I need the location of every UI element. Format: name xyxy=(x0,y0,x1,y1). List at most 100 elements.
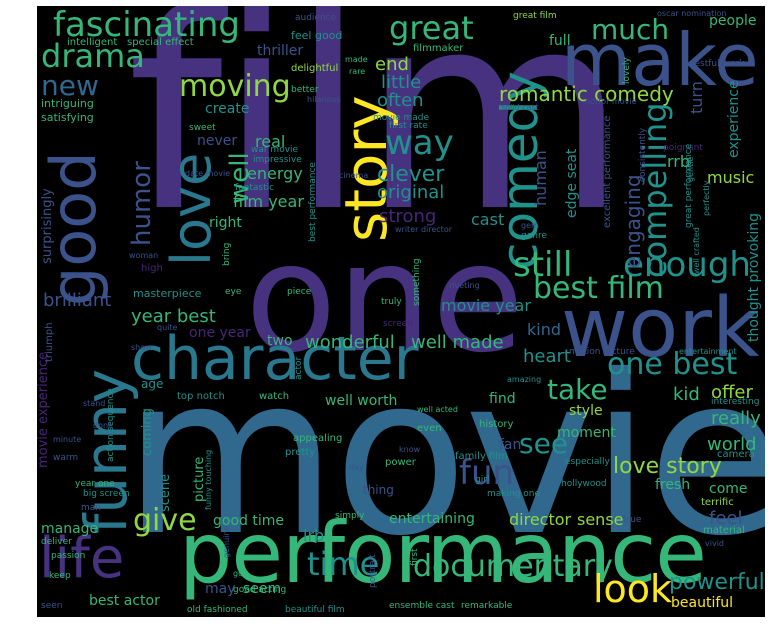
word-minute: minute xyxy=(53,435,82,444)
word-year-best: year best xyxy=(131,306,216,327)
word-perfectly: perfectly xyxy=(702,180,711,216)
word-high: high xyxy=(141,263,163,274)
word-entertainment: entertainment xyxy=(679,347,737,356)
word-seen: seen xyxy=(41,601,63,611)
word-better: better xyxy=(291,85,319,95)
word-little: little xyxy=(381,72,422,93)
word-special-effect: special effect xyxy=(127,37,194,48)
word-really: really xyxy=(711,408,761,429)
word-writer-director: writer director xyxy=(395,225,452,234)
word-first: first xyxy=(410,548,420,566)
word-best-actor: best actor xyxy=(89,593,160,609)
word-thriller: thriller xyxy=(257,43,304,59)
word-way: way xyxy=(385,123,454,163)
word-find: find xyxy=(489,391,516,407)
word-end: end xyxy=(375,54,409,75)
word-material: material xyxy=(703,525,745,536)
word-still: still xyxy=(513,245,573,285)
word-see: see xyxy=(519,427,569,460)
word-made: made xyxy=(345,55,368,64)
word-great: great xyxy=(389,9,474,47)
word-work: work xyxy=(561,281,760,376)
word-big-screen: big screen xyxy=(83,489,130,499)
word-lovely: lovely xyxy=(622,57,632,84)
word-performance: performance xyxy=(179,504,707,602)
word-done: done xyxy=(93,421,113,430)
word-genuine: genuine xyxy=(222,525,231,558)
word-movie-year: movie year xyxy=(441,296,531,315)
word-give: give xyxy=(133,503,197,538)
word-powerful: powerful xyxy=(669,570,765,595)
word-film-year: film year xyxy=(233,192,304,211)
word-gentle: gentle xyxy=(686,156,695,182)
word-top-notch: top notch xyxy=(177,391,225,402)
word-know: know xyxy=(399,445,421,454)
word-true: true xyxy=(623,515,642,525)
word-best-film: best film xyxy=(533,271,664,306)
word-experience: experience xyxy=(726,80,742,158)
word-man: man xyxy=(81,503,101,513)
word-lrb: lrb xyxy=(303,526,325,545)
word-even: even xyxy=(417,423,442,434)
word-love-story: love story xyxy=(613,454,722,479)
word-time: time xyxy=(307,545,380,583)
word-people: people xyxy=(709,13,757,29)
word-film: film xyxy=(127,6,627,272)
word-power: power xyxy=(385,457,416,468)
word-day: day xyxy=(349,463,364,472)
word-show: show xyxy=(131,343,152,352)
word-wonderful: wonderful xyxy=(305,332,395,353)
word-fresh: fresh xyxy=(655,477,691,493)
word-family-film: family film xyxy=(455,451,508,462)
word-making-one: making one xyxy=(487,489,541,499)
word-full: full xyxy=(549,33,571,49)
word-riveting: riveting xyxy=(449,281,480,290)
word-feel: feel xyxy=(709,508,743,529)
word-gem: gem xyxy=(521,221,539,230)
word-music: music xyxy=(707,168,755,187)
word-moment: moment xyxy=(557,425,616,441)
word-entertaining: entertaining xyxy=(389,511,475,527)
word-funny-touching: funny touching xyxy=(204,449,213,510)
word-fantastic: fantastic xyxy=(235,183,275,193)
word-old-fashioned: old fashioned xyxy=(187,605,248,615)
word-remarkable: remarkable xyxy=(461,601,513,611)
word-sense: sense xyxy=(577,510,624,529)
word-come: come xyxy=(709,481,748,497)
word-history: history xyxy=(479,419,514,430)
word-solid-cast: solid cast xyxy=(501,103,539,112)
word-director: director xyxy=(509,510,572,529)
word-fan: fan xyxy=(499,437,522,453)
word-filmmaker: filmmaker xyxy=(413,43,464,54)
word-camera: camera xyxy=(717,449,755,460)
word-poignant: poignant xyxy=(663,143,703,153)
word-masterpiece: masterpiece xyxy=(133,287,202,300)
word-edge-seat: edge seat xyxy=(564,148,580,218)
word-impressive: impressive xyxy=(253,155,302,165)
word-take: take xyxy=(547,373,608,406)
word-heart: heart xyxy=(523,346,571,367)
word-beautiful-film: beautiful film xyxy=(285,605,345,615)
word-documentary: documentary xyxy=(413,549,613,584)
word-kid: kid xyxy=(673,384,700,405)
word-vivid: vivid xyxy=(705,539,724,548)
word-restful-work: restful work xyxy=(691,59,745,69)
word-energy: energy xyxy=(247,164,303,183)
word-clever: clever xyxy=(377,162,445,187)
word-one: one xyxy=(245,212,525,386)
word-world: world xyxy=(707,434,757,455)
word-deliver: deliver xyxy=(41,537,72,547)
word-real: real xyxy=(255,132,286,151)
word-character: character xyxy=(131,324,419,394)
word-scene: scene xyxy=(158,473,173,512)
word-movie-made: movie made xyxy=(373,113,430,123)
word-may: may xyxy=(205,581,236,597)
word-rrb: rrb xyxy=(667,152,691,171)
word-best-performance: best performance xyxy=(308,162,318,242)
word-amazing: amazing xyxy=(507,375,542,384)
word-warm: warm xyxy=(53,453,79,463)
word-kind: kind xyxy=(527,320,562,339)
word-woman: woman xyxy=(129,251,159,260)
word-cinema: cinema xyxy=(339,171,369,180)
word-motion-picture: motion picture xyxy=(569,347,635,357)
